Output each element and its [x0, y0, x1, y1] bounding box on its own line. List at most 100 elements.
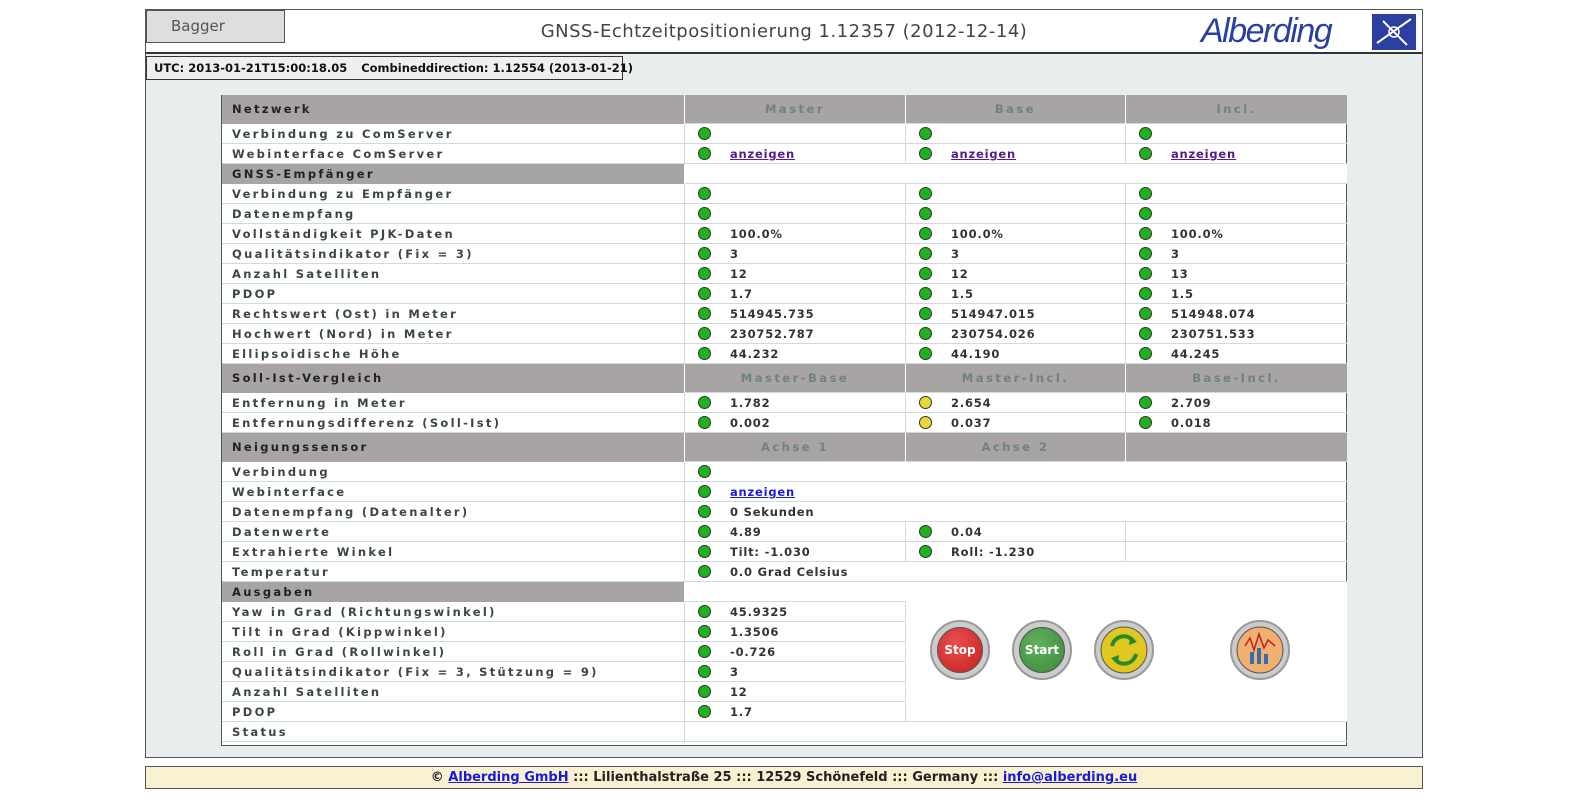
value: 100.0% [730, 227, 783, 241]
status-dot [698, 187, 711, 200]
value-cell: 100.0% [685, 224, 906, 244]
table-row: Verbindung zu Empfänger [222, 184, 1347, 204]
value-cell: 13 [1126, 264, 1347, 284]
row-label: Qualitätsindikator (Fix = 3, Stützung = … [232, 665, 599, 679]
row-label-cell [222, 204, 685, 224]
column-header: Base [906, 95, 1126, 124]
value: Roll: -1.230 [951, 545, 1035, 559]
button[interactable]: Stop [930, 620, 990, 680]
value: 230751.533 [1171, 327, 1256, 341]
value-cell [685, 462, 1347, 482]
value-cell: anzeigen [1126, 144, 1347, 164]
table-row: Qualitätsindikator (Fix = 3, Stützung = … [222, 662, 1347, 682]
row-label-cell [222, 393, 685, 413]
section-header: Neigungssensor Achse 1 Achse 2 [222, 433, 1347, 462]
value: 100.0% [1171, 227, 1224, 241]
status-dot [698, 465, 711, 478]
table-row: Datenwerte 4.89 0.04 [222, 522, 1347, 542]
value-cell: anzeigen [685, 144, 906, 164]
row-label: Rechtswert (Ost) in Meter [232, 307, 459, 321]
status-bar: UTC: 2013-01-21T15:00:18.05 Combineddirec… [146, 56, 633, 80]
company-link[interactable]: Alberding GmbH [448, 770, 569, 785]
link[interactable]: anzeigen [730, 147, 796, 161]
row-label-cell [222, 264, 685, 284]
column-header: Achse 2 [906, 433, 1126, 462]
value-cell: 1.5 [906, 284, 1126, 304]
value-cell: 100.0% [906, 224, 1126, 244]
footer: © Alberding GmbH ::: Lilienthalstraße 25… [145, 766, 1423, 789]
row-label: PDOP [232, 705, 278, 719]
value-cell: 0.002 [685, 413, 906, 433]
link[interactable]: anzeigen [951, 147, 1017, 161]
button[interactable]: Start [1012, 620, 1072, 680]
value: Tilt: -1.030 [730, 545, 811, 559]
value-cell: 514947.015 [906, 304, 1126, 324]
row-label-cell [222, 304, 685, 324]
status-dot [919, 545, 932, 558]
value-cell: 2.654 [906, 393, 1126, 413]
value: 1.7 [730, 705, 753, 719]
value-cell [685, 184, 906, 204]
row-label-cell [222, 244, 685, 264]
row-label: Anzahl Satelliten [232, 685, 382, 699]
value: 3 [951, 247, 960, 261]
row-label-cell [222, 144, 685, 164]
value: 12 [951, 267, 969, 281]
value-cell [685, 204, 906, 224]
value-cell: anzeigen [906, 144, 1126, 164]
value-cell: 514945.735 [685, 304, 906, 324]
value-cell: 3 [906, 244, 1126, 264]
value-cell [906, 184, 1126, 204]
value-cell: anzeigen [685, 482, 1347, 502]
refresh-button[interactable] [1094, 620, 1154, 680]
status-dot [1139, 307, 1152, 320]
status-dot [698, 485, 711, 498]
value-cell: 1.782 [685, 393, 906, 413]
column-header: Master-Incl. [906, 364, 1126, 393]
status-dot [698, 625, 711, 638]
button-label: Stop [944, 643, 976, 657]
utc: UTC: 2013-01-21T15:00:18.05 [154, 61, 348, 75]
status-dot [919, 396, 932, 409]
row-label-cell [222, 722, 685, 742]
tab[interactable]: Bagger [146, 10, 285, 43]
value-cell [906, 204, 1126, 224]
email-link[interactable]: info@alberding.eu [1002, 770, 1138, 785]
status-dot [698, 545, 711, 558]
value-cell [1126, 542, 1347, 562]
table-row: Anzahl Satelliten 12 [222, 682, 1347, 702]
link[interactable]: anzeigen [1171, 147, 1237, 161]
status-dot [698, 227, 711, 240]
table-row: Hochwert (Nord) in Meter 230752.787 230754… [222, 324, 1347, 344]
button-label: Start [1024, 643, 1060, 657]
section-header: GNSS-Empfänger [222, 164, 1347, 184]
status-dot [698, 147, 711, 160]
row-label: Roll in Grad (Rollwinkel) [232, 645, 447, 659]
row-label-cell [222, 324, 685, 344]
status-dot [698, 605, 711, 618]
value: 0.0 Grad Celsius [730, 565, 849, 579]
chart-button[interactable] [1230, 620, 1290, 680]
value: 0.018 [1171, 416, 1212, 430]
value: 0.037 [951, 416, 992, 430]
value-cell: 1.3506 [685, 622, 906, 642]
row-label: Temperatur [232, 565, 330, 579]
status-dot [698, 645, 711, 658]
section-cell [222, 364, 685, 393]
row-label-cell [222, 622, 685, 642]
column-header: Achse 1 [685, 433, 906, 462]
link[interactable]: anzeigen [730, 485, 796, 499]
value-cell: 3 [1126, 244, 1347, 264]
button-face [937, 627, 983, 673]
status-dot [1139, 227, 1152, 240]
value: 13 [1171, 267, 1189, 281]
table-row: PDOP 1.7 1.5 1.5 [222, 284, 1347, 304]
value-cell: Tilt: -1.030 [685, 542, 906, 562]
copyright: © [430, 770, 444, 785]
value-cell: 44.190 [906, 344, 1126, 364]
value-cell: Roll: -1.230 [906, 542, 1126, 562]
value-cell [685, 124, 906, 144]
table-row: Extrahierte Winkel Tilt: -1.030 Roll: -1.2… [222, 542, 1347, 562]
value: 1.782 [730, 396, 771, 410]
row-label: Webinterface ComServer [232, 147, 445, 161]
